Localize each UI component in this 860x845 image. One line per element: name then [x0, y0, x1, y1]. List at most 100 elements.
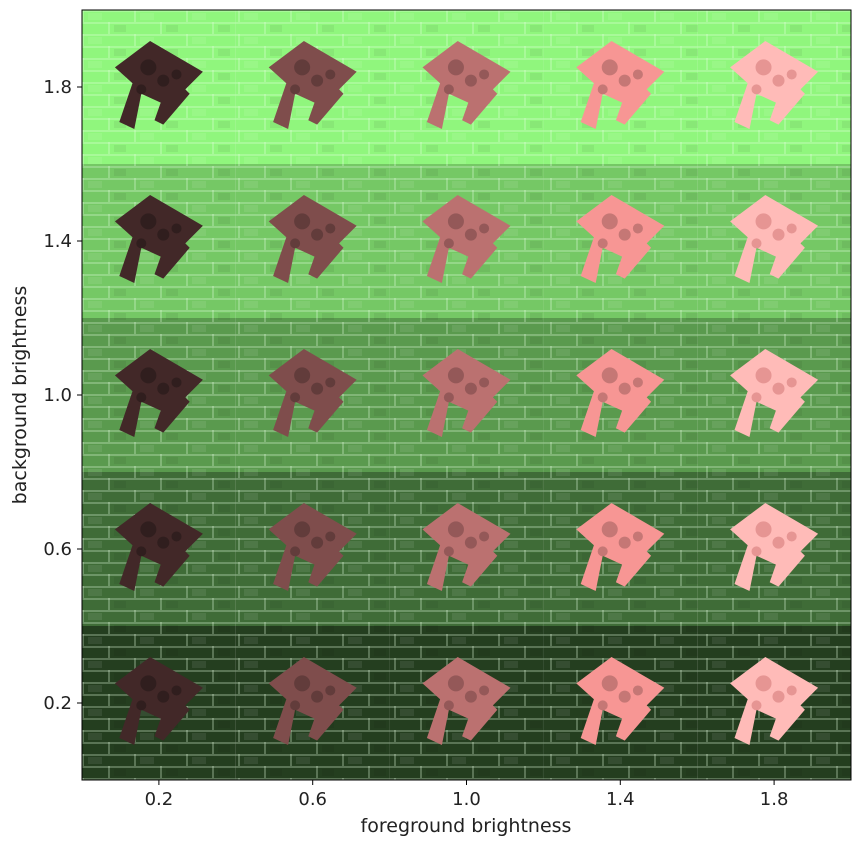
- object-texture-spot: [294, 521, 311, 538]
- object-texture-spot: [325, 377, 336, 388]
- grid-cell: [389, 472, 544, 626]
- object-texture-spot: [443, 84, 454, 95]
- grid-cell: [235, 626, 390, 780]
- object-texture-spot: [755, 59, 772, 76]
- grid-cell: [235, 472, 390, 626]
- object-texture-spot: [171, 685, 182, 696]
- object-texture-spot: [755, 521, 772, 538]
- object-texture-spot: [294, 59, 311, 76]
- object-texture-spot: [597, 84, 608, 95]
- object-texture-spot: [751, 546, 762, 557]
- object-texture-spot: [311, 536, 324, 549]
- grid-cell: [697, 318, 851, 472]
- object-texture-spot: [601, 675, 618, 692]
- object-texture-spot: [479, 685, 490, 696]
- object-texture-spot: [290, 546, 301, 557]
- foreground-object: [730, 41, 819, 129]
- object-texture-spot: [601, 213, 618, 230]
- object-texture-spot: [311, 382, 324, 395]
- object-texture-spot: [464, 536, 477, 549]
- object-texture-spot: [136, 84, 147, 95]
- object-texture-spot: [157, 690, 170, 703]
- object-texture-spot: [447, 213, 464, 230]
- grid-cell: [543, 10, 698, 164]
- object-texture-spot: [601, 367, 618, 384]
- grid-cell: [697, 626, 851, 780]
- foreground-object: [422, 349, 511, 437]
- object-texture-spot: [772, 690, 785, 703]
- y-tick-label: 0.2: [43, 693, 72, 714]
- foreground-object: [576, 41, 665, 129]
- object-texture-spot: [140, 59, 157, 76]
- object-texture-spot: [479, 223, 490, 234]
- x-tick-label: 1.4: [606, 789, 635, 810]
- x-tick-label: 0.6: [298, 789, 327, 810]
- object-texture-spot: [294, 367, 311, 384]
- object-texture-spot: [157, 228, 170, 241]
- object-texture-spot: [325, 531, 336, 542]
- foreground-object: [576, 657, 665, 745]
- object-texture-spot: [751, 84, 762, 95]
- object-texture-spot: [136, 392, 147, 403]
- object-texture-spot: [772, 228, 785, 241]
- foreground-object: [576, 349, 665, 437]
- foreground-object: [114, 349, 203, 437]
- object-texture-spot: [464, 690, 477, 703]
- object-texture-spot: [786, 223, 797, 234]
- object-texture-spot: [597, 392, 608, 403]
- grid-cell: [697, 472, 851, 626]
- object-texture-spot: [171, 377, 182, 388]
- object-texture-spot: [464, 382, 477, 395]
- object-texture-spot: [786, 531, 797, 542]
- object-texture-spot: [325, 69, 336, 80]
- object-texture-spot: [140, 521, 157, 538]
- object-texture-spot: [157, 74, 170, 87]
- grid-cell: [697, 10, 851, 164]
- object-texture-spot: [140, 675, 157, 692]
- foreground-object: [268, 349, 357, 437]
- object-texture-spot: [447, 521, 464, 538]
- object-texture-spot: [171, 223, 182, 234]
- object-texture-spot: [325, 685, 336, 696]
- object-texture-spot: [751, 392, 762, 403]
- object-texture-spot: [157, 536, 170, 549]
- object-texture-spot: [311, 74, 324, 87]
- object-texture-spot: [751, 238, 762, 249]
- grid-cell: [389, 318, 544, 472]
- object-texture-spot: [443, 700, 454, 711]
- object-texture-spot: [140, 367, 157, 384]
- object-texture-spot: [632, 377, 643, 388]
- y-axis-label: background brightness: [9, 286, 31, 505]
- grid-cell: [389, 10, 544, 164]
- y-tick-label: 1.8: [43, 77, 72, 98]
- object-texture-spot: [443, 392, 454, 403]
- object-texture-spot: [786, 69, 797, 80]
- object-texture-spot: [772, 74, 785, 87]
- object-texture-spot: [294, 675, 311, 692]
- object-texture-spot: [772, 536, 785, 549]
- foreground-object: [268, 657, 357, 745]
- foreground-object: [268, 195, 357, 283]
- object-texture-spot: [136, 546, 147, 557]
- object-texture-spot: [618, 536, 631, 549]
- grid-cell: [543, 472, 698, 626]
- object-texture-spot: [290, 392, 301, 403]
- object-texture-spot: [464, 228, 477, 241]
- x-tick-label: 0.2: [145, 789, 174, 810]
- x-tick-label: 1.0: [452, 789, 481, 810]
- object-texture-spot: [772, 382, 785, 395]
- grid-cell: [543, 164, 698, 318]
- foreground-object: [114, 41, 203, 129]
- object-texture-spot: [171, 531, 182, 542]
- object-texture-spot: [755, 367, 772, 384]
- object-texture-spot: [290, 700, 301, 711]
- x-tick-label: 1.8: [760, 789, 789, 810]
- object-texture-spot: [618, 382, 631, 395]
- foreground-object: [730, 657, 819, 745]
- foreground-object: [730, 195, 819, 283]
- object-texture-spot: [597, 238, 608, 249]
- foreground-object: [576, 195, 665, 283]
- object-texture-spot: [443, 546, 454, 557]
- grid-cell: [82, 318, 236, 472]
- object-texture-spot: [618, 690, 631, 703]
